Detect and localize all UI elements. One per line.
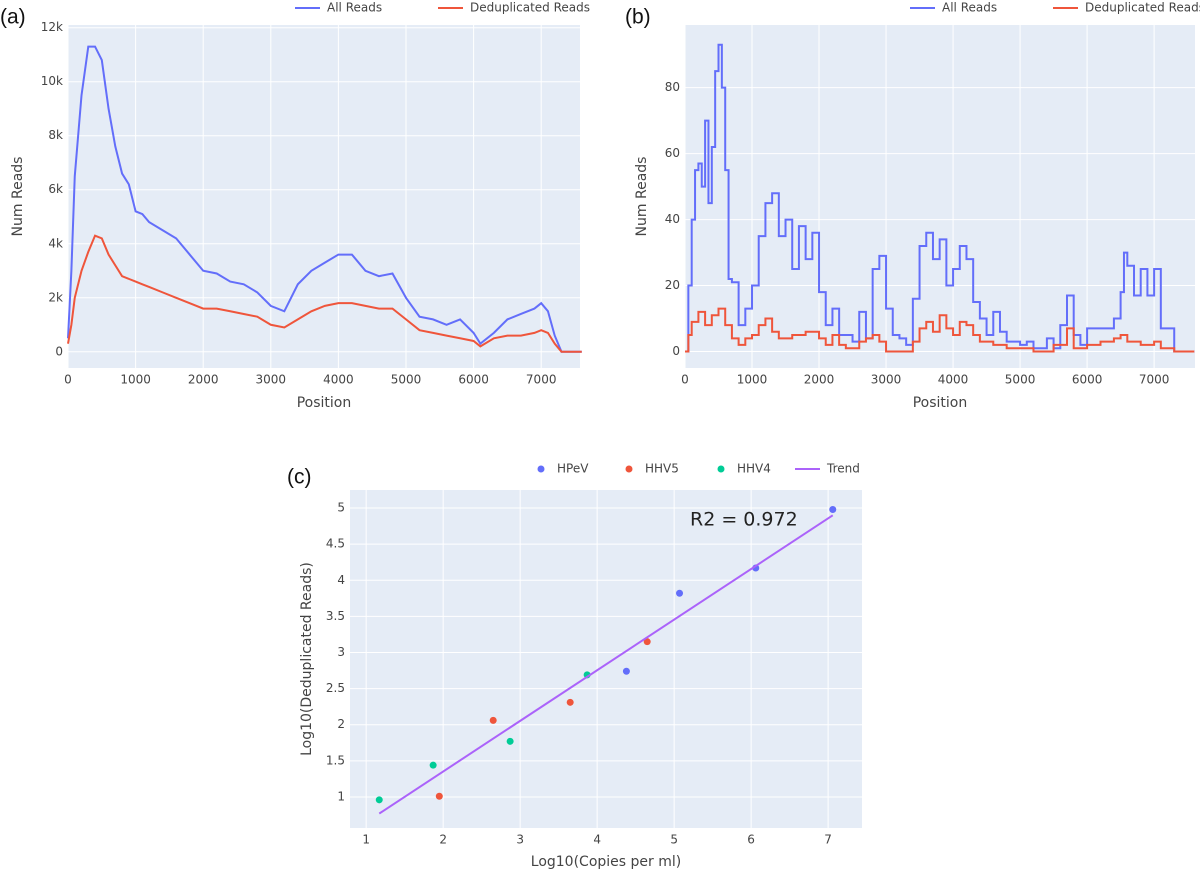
point bbox=[375, 796, 383, 804]
x-tick-label: 5000 bbox=[1005, 373, 1036, 387]
x-tick-label: 5 bbox=[670, 833, 678, 847]
y-tick-label: 2.5 bbox=[326, 681, 345, 695]
y-tick-label: 4k bbox=[48, 236, 63, 250]
x-tick-label: 1000 bbox=[120, 373, 151, 387]
x-tick-label: 6000 bbox=[458, 373, 489, 387]
y-tick-label: 0 bbox=[55, 344, 63, 358]
x-tick-label: 3000 bbox=[871, 373, 902, 387]
point bbox=[435, 792, 443, 800]
x-tick-label: 4 bbox=[593, 833, 601, 847]
plot-area bbox=[685, 25, 1195, 368]
legend-swatch bbox=[717, 465, 725, 473]
y-tick-label: 20 bbox=[665, 278, 680, 292]
y-tick-label: 1 bbox=[337, 789, 345, 803]
y-tick-label: 3 bbox=[337, 645, 345, 659]
x-tick-label: 0 bbox=[64, 373, 72, 387]
x-tick-label: 1000 bbox=[737, 373, 768, 387]
y-tick-label: 60 bbox=[665, 146, 680, 160]
y-tick-label: 1.5 bbox=[326, 753, 345, 767]
x-tick-label: 2 bbox=[439, 833, 447, 847]
panel-label: (b) bbox=[625, 6, 651, 29]
y-tick-label: 40 bbox=[665, 212, 680, 226]
legend-swatch bbox=[625, 465, 633, 473]
point bbox=[489, 716, 497, 724]
plot-area bbox=[68, 25, 580, 368]
x-tick-label: 7 bbox=[824, 833, 832, 847]
y-tick-label: 6k bbox=[48, 182, 63, 196]
x-axis-title: Position bbox=[913, 395, 968, 411]
legend-label: Deduplicated Reads bbox=[1085, 1, 1200, 15]
y-tick-label: 4.5 bbox=[326, 537, 345, 551]
series-line bbox=[685, 43, 1195, 353]
legend-label: All Reads bbox=[327, 1, 382, 15]
x-tick-label: 3 bbox=[516, 833, 524, 847]
series-line bbox=[685, 307, 1195, 353]
y-tick-label: 0 bbox=[672, 344, 680, 358]
point bbox=[676, 589, 684, 597]
x-tick-label: 6 bbox=[747, 833, 755, 847]
y-axis-title: Log10(Deduplicated Reads) bbox=[299, 562, 315, 756]
legend-label: HHV4 bbox=[737, 462, 771, 476]
x-tick-label: 5000 bbox=[391, 373, 422, 387]
annotation: R2 = 0.972 bbox=[690, 509, 798, 531]
y-axis-title: Num Reads bbox=[10, 157, 26, 237]
point bbox=[506, 737, 514, 745]
y-tick-label: 4 bbox=[337, 573, 345, 587]
legend-label: Deduplicated Reads bbox=[470, 1, 590, 15]
point bbox=[622, 667, 630, 675]
x-tick-label: 4000 bbox=[938, 373, 969, 387]
y-tick-label: 5 bbox=[337, 501, 345, 515]
x-tick-label: 2000 bbox=[188, 373, 219, 387]
x-tick-label: 2000 bbox=[804, 373, 835, 387]
series-line bbox=[67, 45, 582, 353]
x-tick-label: 6000 bbox=[1072, 373, 1103, 387]
y-tick-label: 12k bbox=[41, 20, 63, 34]
panel-label: (c) bbox=[287, 466, 312, 489]
x-tick-label: 7000 bbox=[526, 373, 557, 387]
y-tick-label: 10k bbox=[41, 74, 63, 88]
x-tick-label: 4000 bbox=[323, 373, 354, 387]
legend-swatch bbox=[537, 465, 545, 473]
x-tick-label: 0 bbox=[681, 373, 689, 387]
y-tick-label: 8k bbox=[48, 128, 63, 142]
legend-label: HPeV bbox=[557, 462, 589, 476]
legend-label: HHV5 bbox=[645, 462, 679, 476]
y-tick-label: 2 bbox=[337, 717, 345, 731]
panel-label: (a) bbox=[0, 6, 26, 29]
y-axis-title: Num Reads bbox=[634, 157, 650, 237]
x-tick-label: 7000 bbox=[1139, 373, 1170, 387]
y-tick-label: 3.5 bbox=[326, 609, 345, 623]
point bbox=[429, 761, 437, 769]
x-tick-label: 3000 bbox=[256, 373, 287, 387]
series-line bbox=[378, 514, 834, 815]
legend-label: All Reads bbox=[942, 1, 997, 15]
point bbox=[829, 506, 837, 513]
x-tick-label: 1 bbox=[362, 833, 370, 847]
legend-label: Trend bbox=[826, 462, 860, 476]
point bbox=[566, 698, 574, 706]
x-axis-title: Log10(Copies per ml) bbox=[531, 854, 681, 870]
plot-area bbox=[350, 490, 862, 828]
series-line bbox=[67, 234, 582, 353]
y-tick-label: 2k bbox=[48, 290, 63, 304]
y-tick-label: 80 bbox=[665, 80, 680, 94]
point bbox=[643, 638, 651, 646]
x-axis-title: Position bbox=[297, 395, 352, 411]
